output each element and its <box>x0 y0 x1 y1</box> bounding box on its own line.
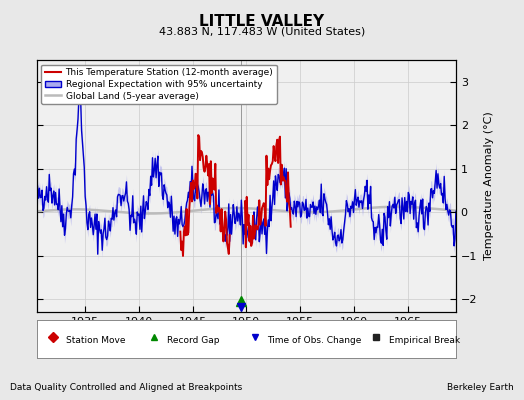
Text: Empirical Break: Empirical Break <box>389 336 460 345</box>
Text: Data Quality Controlled and Aligned at Breakpoints: Data Quality Controlled and Aligned at B… <box>10 383 243 392</box>
Text: 43.883 N, 117.483 W (United States): 43.883 N, 117.483 W (United States) <box>159 26 365 36</box>
Text: Berkeley Earth: Berkeley Earth <box>447 383 514 392</box>
Y-axis label: Temperature Anomaly (°C): Temperature Anomaly (°C) <box>484 112 494 260</box>
Text: Record Gap: Record Gap <box>167 336 219 345</box>
Text: Time of Obs. Change: Time of Obs. Change <box>267 336 362 345</box>
Text: Station Move: Station Move <box>66 336 126 345</box>
Text: LITTLE VALLEY: LITTLE VALLEY <box>200 14 324 29</box>
Legend: This Temperature Station (12-month average), Regional Expectation with 95% uncer: This Temperature Station (12-month avera… <box>41 64 277 104</box>
